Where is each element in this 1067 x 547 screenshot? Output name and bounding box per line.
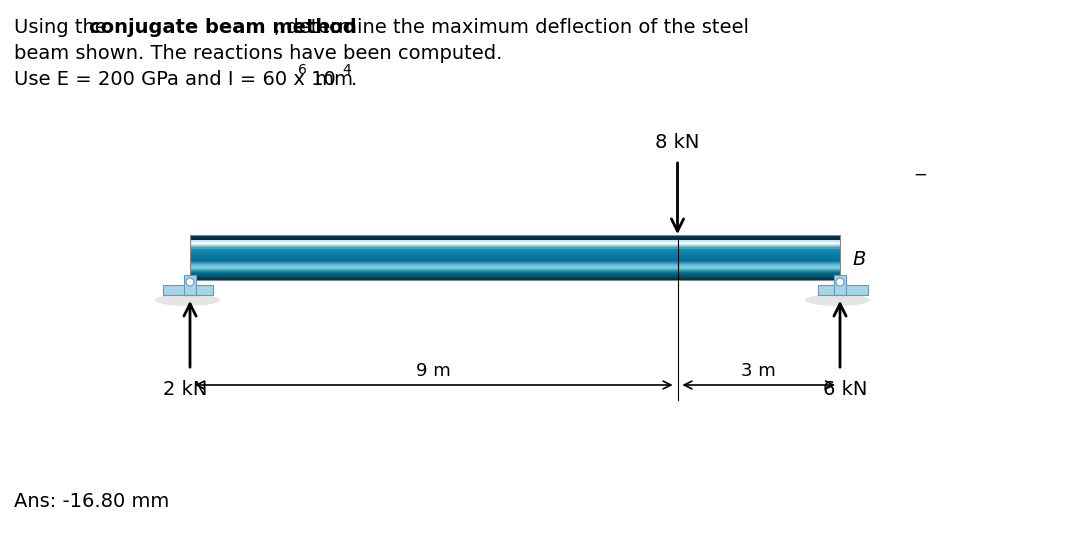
Text: Use E = 200 GPa and I = 60 x 10: Use E = 200 GPa and I = 60 x 10	[14, 70, 336, 89]
Bar	[190, 278, 840, 279]
Bar	[190, 262, 840, 263]
Bar	[190, 269, 840, 270]
Bar	[190, 277, 840, 278]
Bar	[817, 285, 867, 295]
Ellipse shape	[155, 294, 220, 306]
Bar	[190, 246, 840, 247]
Text: B: B	[853, 250, 865, 269]
Bar	[190, 252, 840, 253]
Bar	[190, 235, 840, 236]
Bar	[190, 265, 840, 266]
Bar	[190, 258, 840, 259]
Circle shape	[186, 278, 194, 286]
Text: 4: 4	[343, 63, 351, 77]
Bar	[190, 247, 840, 248]
Bar	[190, 271, 840, 272]
Bar	[190, 240, 840, 241]
Bar	[190, 236, 840, 237]
Bar	[190, 238, 840, 240]
Bar	[190, 242, 840, 243]
Text: mm: mm	[309, 70, 353, 89]
Text: 3 m: 3 m	[742, 362, 776, 380]
Bar	[190, 245, 840, 246]
Bar	[190, 260, 840, 261]
Bar	[190, 264, 840, 265]
Text: conjugate beam method: conjugate beam method	[89, 18, 356, 37]
Bar	[190, 257, 840, 258]
Bar	[190, 261, 840, 262]
Text: 6: 6	[298, 63, 307, 77]
Bar	[190, 248, 840, 249]
Bar	[190, 275, 840, 276]
Bar	[834, 275, 846, 295]
Text: 2 kN: 2 kN	[163, 380, 207, 399]
Bar	[190, 267, 840, 269]
Bar	[190, 270, 840, 271]
Text: beam shown. The reactions have been computed.: beam shown. The reactions have been comp…	[14, 44, 503, 63]
Bar	[190, 237, 840, 238]
Text: −: −	[913, 166, 927, 184]
Bar	[190, 276, 840, 277]
Bar	[190, 235, 840, 280]
Bar	[190, 259, 840, 260]
Bar	[190, 249, 840, 251]
Text: 6 kN: 6 kN	[823, 380, 867, 399]
Bar	[190, 241, 840, 242]
Bar	[190, 263, 840, 264]
Bar	[190, 244, 840, 245]
Bar	[190, 279, 840, 280]
Text: 8 kN: 8 kN	[655, 133, 700, 152]
Bar	[190, 254, 840, 255]
Text: .: .	[351, 70, 357, 89]
Text: Using the: Using the	[14, 18, 113, 37]
Bar	[190, 266, 840, 267]
Bar	[190, 243, 840, 244]
Circle shape	[837, 278, 844, 286]
Bar	[190, 272, 840, 274]
Text: Ans: -16.80 mm: Ans: -16.80 mm	[14, 492, 170, 511]
Text: 9 m: 9 m	[416, 362, 451, 380]
Bar	[190, 251, 840, 252]
Ellipse shape	[805, 294, 870, 306]
Bar	[162, 285, 212, 295]
Bar	[190, 255, 840, 257]
Text: , determine the maximum deflection of the steel: , determine the maximum deflection of th…	[274, 18, 749, 37]
Bar	[190, 253, 840, 254]
Bar	[190, 274, 840, 275]
Bar	[184, 275, 196, 295]
